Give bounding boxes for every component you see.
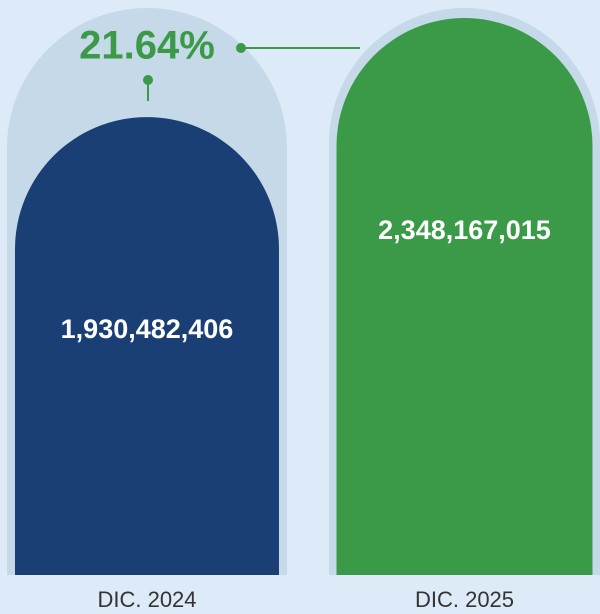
bars bbox=[15, 18, 593, 576]
connector-dot bbox=[143, 75, 153, 85]
x-tick-label: DIC. 2025 bbox=[415, 587, 514, 612]
growth-annotation: 21.64% bbox=[79, 24, 215, 68]
value-label: 1,930,482,406 bbox=[61, 314, 234, 344]
bar bbox=[336, 18, 593, 575]
value-label: 2,348,167,015 bbox=[378, 215, 551, 245]
x-tick-label: DIC. 2024 bbox=[97, 587, 196, 612]
connector-dot bbox=[236, 43, 246, 53]
bar bbox=[15, 117, 280, 576]
